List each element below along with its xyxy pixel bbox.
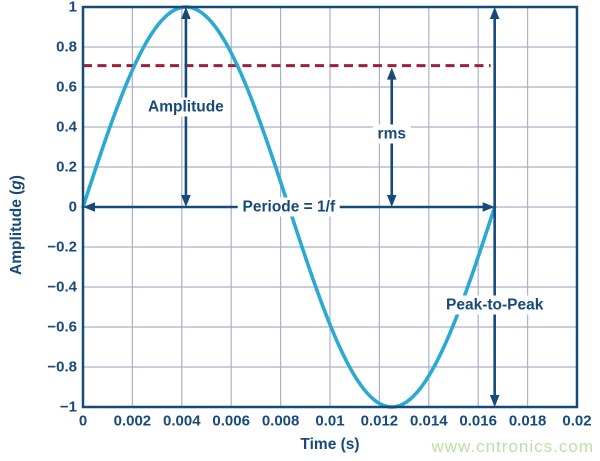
x-tick-label: 0.002 (113, 412, 152, 430)
y-tick-label: 0.6 (56, 78, 77, 96)
amplitude-label: Amplitude (143, 97, 229, 117)
y-tick-label: −0.4 (47, 278, 77, 296)
y-tick-label: 0.8 (56, 38, 77, 56)
x-axis-title: Time (s) (300, 436, 360, 453)
watermark: www.cntronics.com (431, 437, 594, 456)
y-tick-label: 0.4 (56, 118, 77, 136)
y-tick-label: 1 (68, 0, 77, 16)
x-tick-label: 0 (78, 412, 88, 430)
x-tick-label: 0.02 (562, 412, 592, 430)
y-axis-title-text: Amplitude ( (8, 189, 25, 275)
rms-arrow-head (386, 195, 397, 207)
y-tick-label: −0.8 (47, 358, 77, 376)
y-axis-title-close: ) (8, 175, 25, 181)
period-arrow-head (482, 202, 495, 212)
x-tick-label: 0.01 (315, 412, 345, 430)
x-tick-label: 0.018 (508, 412, 547, 430)
y-tick-label: −1 (59, 398, 77, 416)
y-axis-title-unit: g (8, 180, 25, 190)
x-tick-label: 0.016 (459, 412, 497, 430)
peak-to-peak-arrow-head (489, 395, 500, 407)
y-tick-label: 0 (68, 198, 77, 216)
x-tick-label: 0.012 (360, 412, 399, 430)
peak-to-peak-arrow-head (489, 7, 500, 19)
y-tick-label: −0.6 (47, 318, 77, 336)
amplitude-arrow-head (181, 7, 191, 19)
y-tick-label: −0.2 (47, 238, 77, 256)
rms-label: rms (372, 124, 411, 144)
y-axis-title: Amplitude (g) (8, 175, 26, 275)
y-tick-label: 0.2 (56, 158, 77, 176)
x-tick-label: 0.014 (410, 412, 448, 430)
peak-to-peak-label: Peak-to-Peak (440, 295, 549, 315)
period-label: Periode = 1/f (237, 197, 341, 217)
rms-arrow-head (386, 67, 397, 80)
amplitude-arrow-head (181, 195, 191, 207)
period-arrow-head (83, 202, 95, 212)
x-tick-label: 0.006 (212, 412, 250, 430)
x-tick-label: 0.008 (261, 412, 300, 430)
x-tick-label: 0.004 (163, 412, 201, 430)
